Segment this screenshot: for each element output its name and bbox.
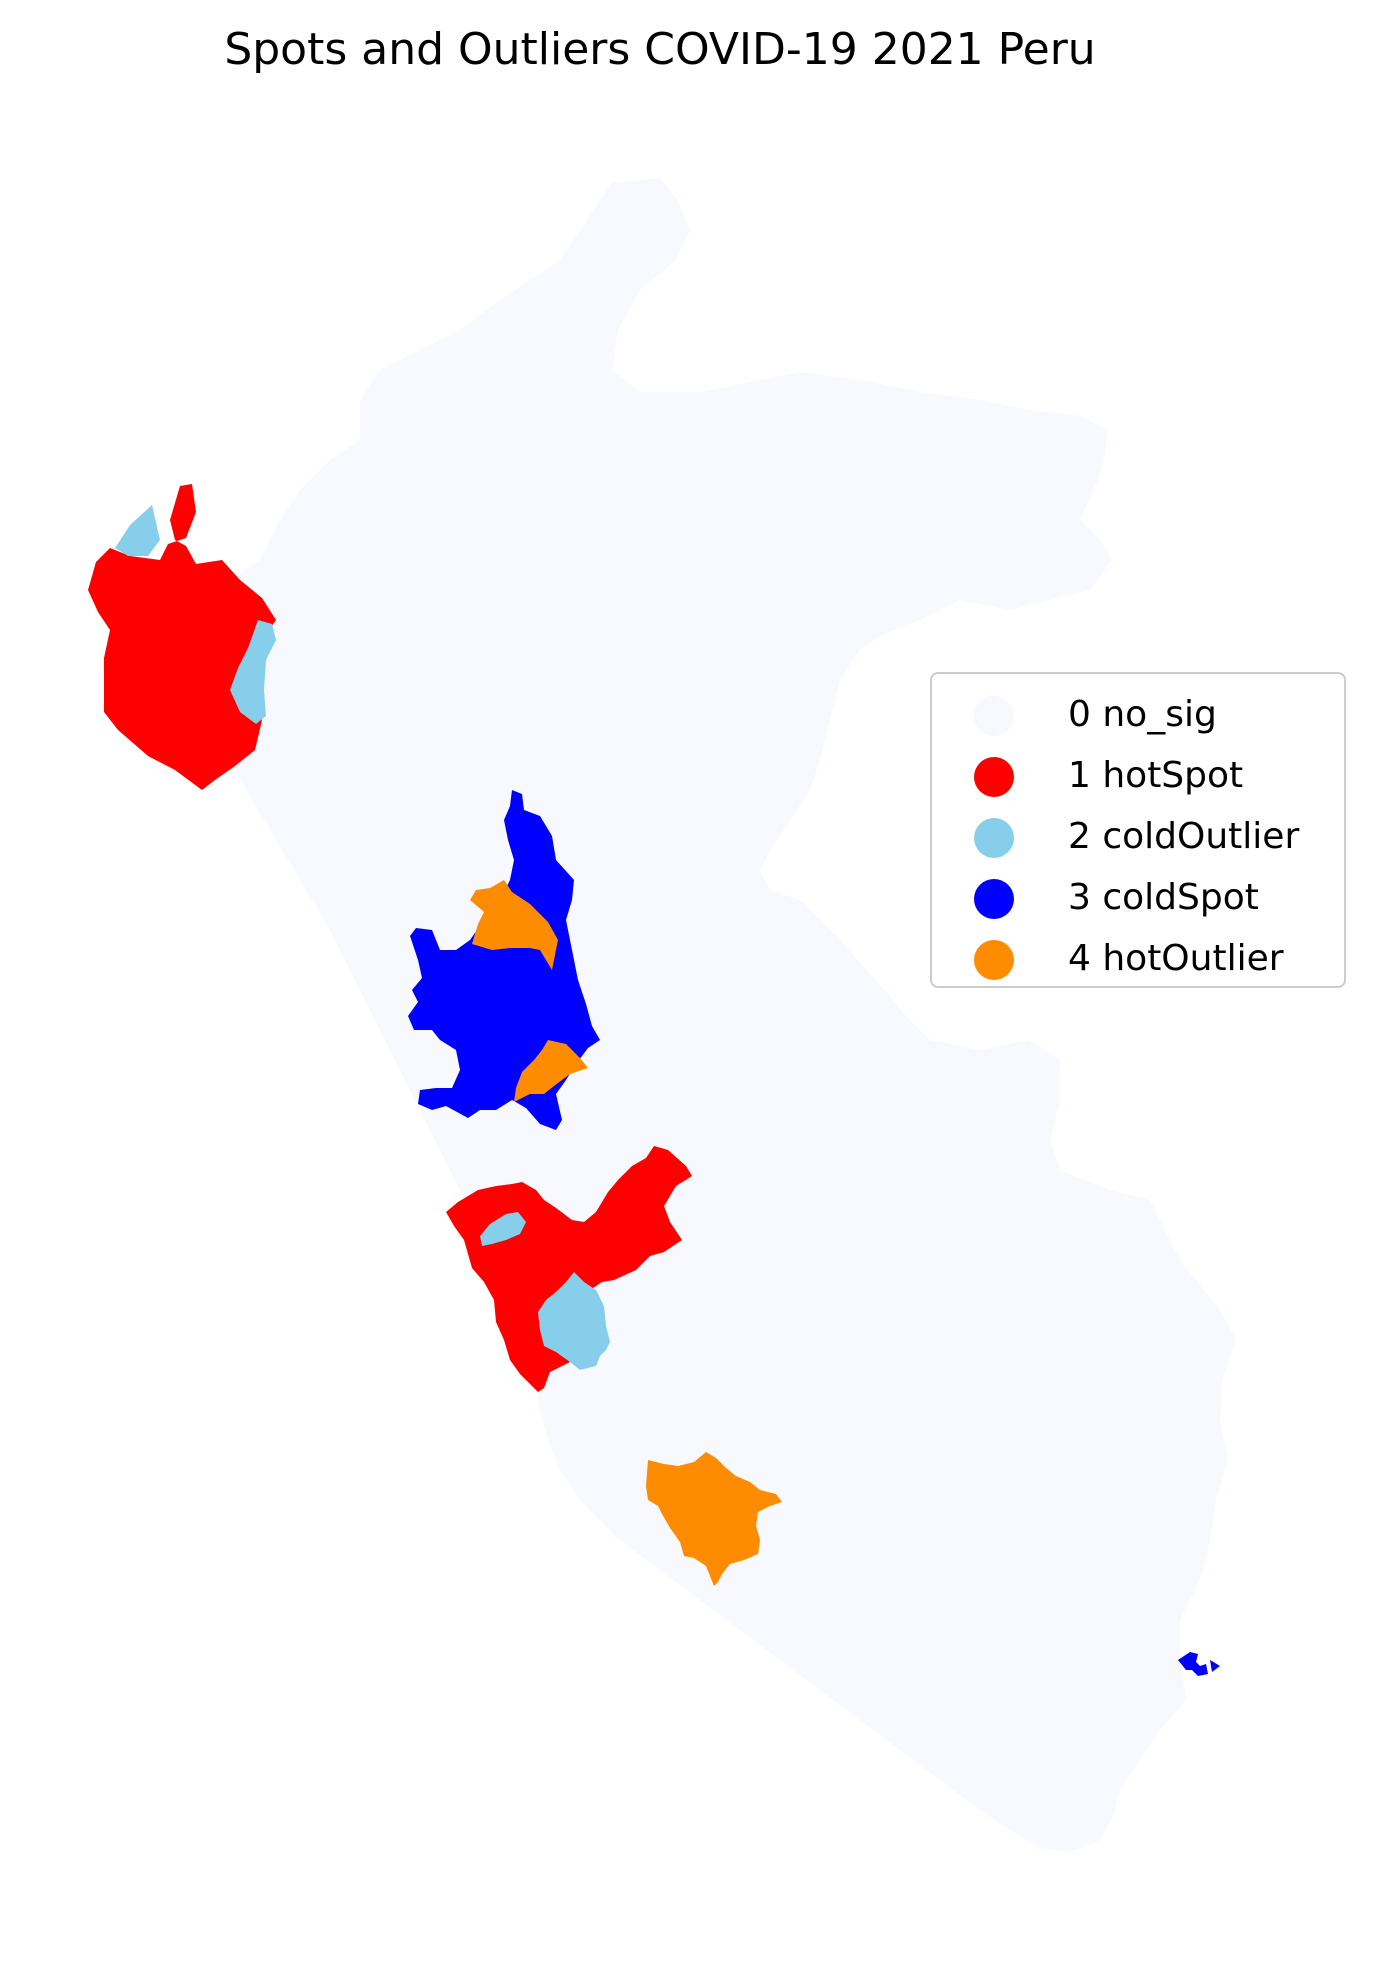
legend-marker — [974, 757, 1014, 797]
region-south-central-coldoutlier-a — [480, 1212, 526, 1246]
legend-item: 1 hotSpot — [932, 747, 1344, 808]
legend-marker — [974, 818, 1014, 858]
region-southeast-coldspot-b — [1210, 1660, 1220, 1672]
map-title: Spots and Outliers COVID-19 2021 Peru — [224, 24, 1096, 75]
legend-label: 2 coldOutlier — [1068, 816, 1300, 857]
legend-item: 2 coldOutlier — [932, 808, 1344, 869]
region-north-coast-hotspot — [88, 484, 276, 790]
region-south-central-coldoutlier-b — [538, 1272, 610, 1370]
legend-label: 1 hotSpot — [1068, 755, 1244, 796]
legend-label: 0 no_sig — [1068, 694, 1217, 735]
region-peru-outline — [190, 178, 1236, 1852]
region-south-central-hotspot — [446, 1146, 692, 1392]
region-southeast-coldspot — [1178, 1652, 1208, 1676]
legend-marker — [974, 696, 1014, 736]
legend-item: 0 no_sig — [932, 686, 1344, 747]
legend: 0 no_sig 1 hotSpot 2 coldOutlier 3 coldS… — [930, 672, 1346, 988]
legend-marker — [974, 940, 1014, 980]
legend-item: 4 hotOutlier — [932, 930, 1344, 991]
region-north-coldoutlier-b — [230, 620, 276, 724]
region-central-hotoutlier-a — [470, 880, 558, 970]
legend-item: 3 coldSpot — [932, 869, 1344, 930]
region-central-hotoutlier-b — [514, 1040, 588, 1102]
legend-label: 3 coldSpot — [1068, 877, 1259, 918]
region-south-hotoutlier — [646, 1452, 782, 1586]
legend-marker — [974, 879, 1014, 919]
region-north-coldoutlier-a — [115, 505, 160, 556]
legend-label: 4 hotOutlier — [1068, 938, 1284, 979]
